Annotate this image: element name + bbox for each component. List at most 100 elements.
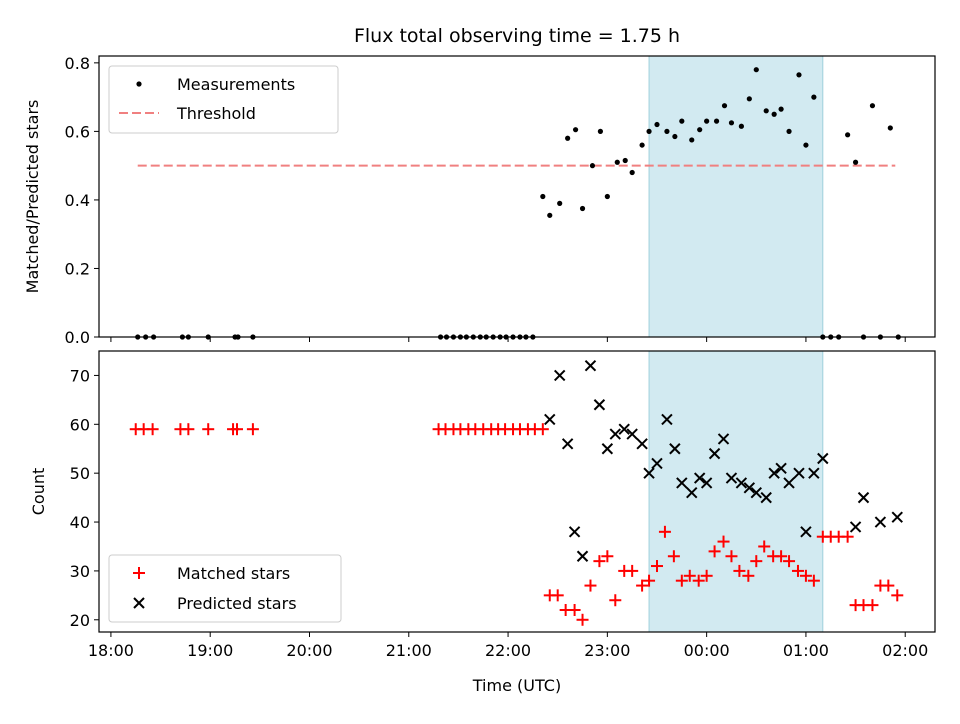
measurement-point	[763, 108, 769, 114]
x-tick-label: 00:00	[684, 641, 730, 660]
chart-title: Flux total observing time = 1.75 h	[354, 25, 680, 47]
measurement-point	[845, 132, 851, 138]
y-tick-label: 60	[70, 415, 90, 434]
predicted-stars-point	[609, 428, 622, 440]
predicted-stars-point	[568, 526, 581, 538]
predicted-stars-point	[553, 369, 566, 382]
measurement-point	[728, 120, 735, 126]
y-tick-label: 0.2	[65, 259, 90, 278]
predicted-stars-point	[544, 413, 556, 426]
predicted-stars-point	[626, 428, 638, 440]
matched-stars-point	[658, 525, 671, 538]
matched-stars-point	[584, 579, 597, 592]
measurement-point	[654, 121, 660, 128]
predicted-stars-point	[874, 516, 887, 528]
matched-stars-point	[536, 423, 549, 436]
matched-stars-point	[246, 423, 259, 436]
matched-stars-point	[202, 423, 215, 436]
y-tick-label: 0.4	[65, 191, 90, 210]
ratio-shaded-region	[648, 55, 824, 338]
measurement-point	[672, 133, 678, 140]
x-tick-label: 18:00	[88, 641, 134, 660]
count-panel: 20 30 40 50 60 70 18:00 19:00 20:00 21:00 22:00 23…	[29, 350, 936, 695]
predicted-stars-point	[561, 438, 574, 450]
measurement-point	[778, 106, 784, 112]
predicted-stars-point	[768, 467, 780, 479]
measurement-point	[738, 123, 744, 129]
y-tick-label: 20	[70, 611, 90, 630]
matched-stars-point	[700, 569, 713, 582]
predicted-stars-point	[857, 491, 870, 504]
y-tick-label: 0.0	[65, 328, 90, 347]
matched-stars-point	[626, 564, 639, 577]
measurement-point	[597, 128, 604, 134]
matched-stars-point	[675, 574, 688, 587]
matched-stars-point	[725, 550, 738, 563]
matched-stars-point	[891, 589, 904, 602]
measurement-point	[803, 142, 809, 148]
predicted-stars-point	[651, 457, 663, 470]
y-tick-label: 0.6	[65, 122, 90, 141]
measurement-point	[579, 205, 586, 212]
legend-measurements-marker	[136, 81, 142, 87]
ratio-plot-frame	[98, 55, 936, 338]
measurement-point	[704, 118, 710, 124]
predicted-stars-point	[584, 359, 597, 372]
matched-stars-point	[775, 550, 788, 563]
measurement-point	[622, 157, 628, 164]
measurement-point	[639, 142, 645, 148]
predicted-stars-point	[708, 447, 721, 460]
count-y-axis-label: Count	[29, 468, 48, 516]
measurement-point	[614, 159, 620, 165]
predicted-stars-point	[800, 526, 812, 538]
measurement-point	[746, 96, 752, 102]
ratio-panel: 0.00.20.40.60.8 Matched/Predicted stars …	[23, 54, 936, 347]
matched-stars-point	[882, 579, 895, 592]
x-tick-label: 01:00	[783, 641, 829, 660]
measurement-point	[786, 128, 792, 134]
y-tick-label: 50	[70, 464, 90, 483]
ratio-legend-box	[108, 65, 339, 134]
ratio-y-axis-label: Matched/Predicted stars	[23, 100, 42, 294]
measurement-point	[557, 200, 563, 206]
legend-predicted-marker	[133, 597, 145, 609]
predicted-stars-point	[618, 423, 630, 435]
x-tick-label: 19:00	[187, 641, 233, 660]
predicted-stars-point	[793, 467, 805, 479]
matched-stars-point	[866, 599, 879, 612]
matched-stars-point	[750, 555, 763, 568]
matched-stars-point	[667, 550, 680, 563]
predicted-stars-point	[760, 491, 772, 504]
matched-stars-point	[799, 569, 812, 582]
matched-stars-point	[231, 423, 244, 436]
predicted-stars-point	[775, 462, 787, 474]
x-tick-label: 22:00	[485, 641, 531, 660]
predicted-stars-point	[717, 433, 730, 445]
matched-stars-point	[650, 560, 663, 573]
predicted-stars-point	[817, 452, 829, 465]
measurement-point	[713, 118, 720, 124]
measurement-point	[689, 137, 695, 143]
measurement-point	[753, 67, 759, 73]
measurement-point	[646, 128, 652, 134]
matched-stars-point	[708, 545, 721, 558]
predicted-stars-point	[808, 467, 820, 479]
predicted-stars-point	[891, 511, 903, 523]
matched-stars-point	[609, 594, 622, 607]
matched-stars-point	[643, 574, 656, 587]
matched-stars-point	[146, 423, 159, 436]
count-legend-box	[108, 554, 342, 623]
matched-stars-point	[791, 564, 804, 577]
measurement-point	[604, 193, 610, 200]
legend-measurements-label: Measurements	[177, 75, 295, 94]
predicted-stars-point	[593, 399, 606, 411]
x-tick-label: 20:00	[286, 641, 332, 660]
predicted-stars-point	[576, 550, 589, 562]
count-legend: Matched stars Predicted stars	[108, 554, 342, 623]
legend-threshold-label: Threshold	[176, 104, 256, 123]
matched-stars-point	[733, 564, 746, 577]
matched-stars-point	[182, 423, 195, 436]
y-tick-label: 30	[70, 562, 90, 581]
matched-stars-point	[576, 613, 589, 626]
